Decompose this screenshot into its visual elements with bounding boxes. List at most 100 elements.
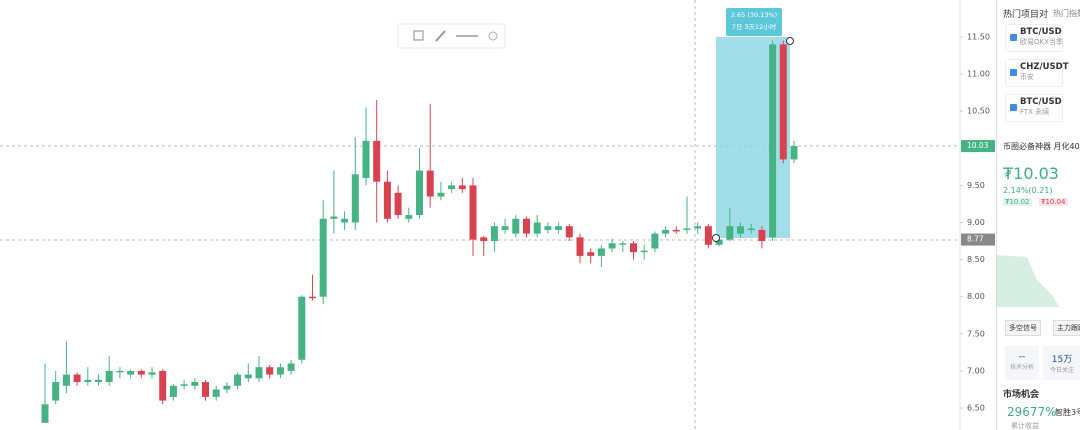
price-marker-label: 10.03 (967, 141, 989, 150)
candle-body (662, 229, 670, 234)
toolbar[interactable] (397, 23, 506, 49)
candle-body (159, 370, 167, 401)
candle-body (127, 370, 135, 375)
candle-body (523, 218, 530, 234)
candle-body (255, 367, 263, 379)
candle-body (555, 226, 563, 230)
candle-body (426, 170, 434, 197)
price-change: 2.14%(0.21) (1003, 186, 1053, 195)
banner[interactable]: 币圈必备神器 月化40 (1003, 142, 1080, 151)
candle-body (469, 185, 477, 240)
y-tick-label: 10.50 (967, 107, 990, 116)
candle-body (437, 192, 445, 197)
candle-body (619, 243, 627, 245)
measure-box (716, 37, 790, 238)
candle-body (640, 250, 648, 253)
depth-area (997, 255, 1059, 307)
candle-body (41, 404, 49, 423)
tab[interactable]: 热门指数 (1053, 9, 1080, 18)
candle-body (737, 226, 744, 234)
stat-label: 今日关注 (1049, 367, 1074, 374)
candle-body (512, 218, 520, 234)
candle-body (373, 140, 381, 182)
candle-body (630, 243, 637, 253)
bid: ₮10.02 (1003, 198, 1032, 206)
candle-body (351, 174, 359, 223)
y-tick-label: 11.50 (967, 33, 990, 42)
candle-body (137, 370, 145, 375)
candle-body (394, 192, 402, 216)
section-title: 市场机会 (1003, 390, 1040, 400)
y-tick-label: 11.00 (967, 70, 990, 79)
measure-sub: 7日 3天12小时 (732, 22, 777, 31)
candle-body (608, 243, 616, 249)
candle-body (73, 374, 81, 383)
y-tick-label: 8.50 (967, 255, 985, 264)
candle-body (383, 181, 391, 219)
candle-body (62, 374, 70, 386)
pair-name: BTC/USD (1020, 27, 1062, 37)
candle-body (298, 296, 306, 360)
candle-body (319, 218, 327, 297)
candle-body (448, 185, 456, 190)
candle-body (234, 374, 242, 386)
measure-handle[interactable] (786, 37, 794, 45)
candle-body (287, 363, 295, 371)
pair-card[interactable]: BTC/USD 欧易OKX当季 (1005, 24, 1063, 52)
candle-body (416, 170, 423, 216)
candle-body (790, 146, 798, 160)
candle-body (779, 44, 787, 160)
toolbar-bg (397, 23, 506, 49)
chart: 2.65 (30.13%) 7日 3天12小时 6.50 7.00 7.50 8.00… (0, 0, 995, 430)
candle-body (458, 185, 466, 190)
pair-sub: FTX 永续 (1020, 108, 1050, 116)
product[interactable]: 智胜3号 (1055, 408, 1080, 417)
candle-body (715, 239, 723, 245)
candle-body (726, 226, 734, 240)
stat: 15万 今日关注 (1043, 346, 1080, 380)
candle-body (704, 226, 712, 245)
candle-body (169, 385, 177, 397)
candle-body (276, 367, 284, 375)
candle-body (84, 379, 92, 383)
last-price: ₮10.03 (1003, 164, 1059, 183)
candle-body (576, 237, 584, 256)
candle-body (180, 384, 188, 386)
pen-icon[interactable] (435, 30, 446, 42)
candle-body (405, 215, 413, 219)
candle-body (533, 222, 541, 234)
candle-body (223, 385, 231, 390)
candle-body (105, 370, 113, 383)
pair-card[interactable]: CHZ/USDT 币安 (1005, 59, 1069, 87)
pair-card[interactable]: BTC/USD FTX 永续 (1005, 94, 1063, 122)
candle-body (266, 367, 274, 375)
price-marker (961, 140, 995, 153)
grid-icon[interactable] (413, 30, 424, 41)
candle-body (769, 44, 777, 238)
button[interactable]: 多空信号 (1005, 320, 1041, 336)
candle-body (758, 229, 766, 242)
candle-body (747, 228, 755, 230)
fill-icon[interactable] (488, 31, 498, 41)
profit-label: 累计收益 (1011, 422, 1039, 430)
candle-body (52, 382, 60, 401)
measure-label: 2.65 (30.13%) (731, 11, 777, 19)
measure-tooltip (726, 8, 782, 36)
stat: -- 技术分析 (1005, 346, 1039, 380)
profit: 29677% (1007, 405, 1057, 419)
candle-body (501, 226, 509, 230)
candle-body (480, 237, 488, 242)
candle-body (341, 218, 349, 223)
stat-value: -- (1018, 352, 1026, 362)
candle-body (212, 389, 220, 397)
candle-body (95, 379, 102, 383)
candle-body (683, 228, 691, 230)
button[interactable]: 主力跟踪 (1053, 320, 1080, 336)
pair-name: CHZ/USDT (1020, 62, 1069, 72)
tab[interactable]: 热门项目对 (1003, 10, 1049, 20)
candle-body (565, 226, 573, 238)
y-tick-label: 9.00 (967, 218, 985, 227)
measure-handle[interactable] (712, 234, 720, 242)
price-marker (961, 233, 995, 246)
